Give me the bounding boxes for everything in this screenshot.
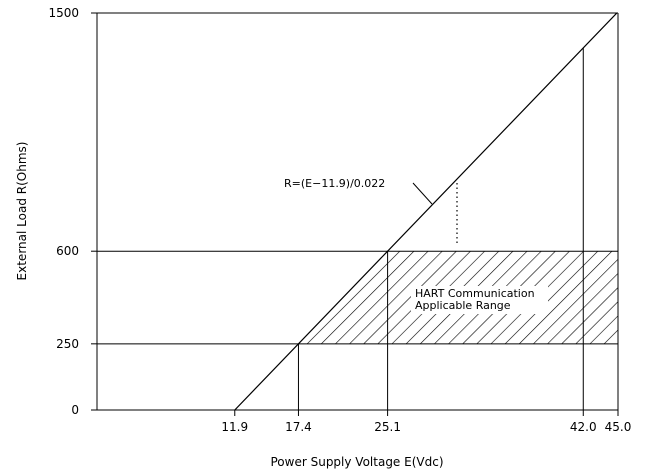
series-group [234, 13, 618, 410]
region-label-backdrop [411, 286, 548, 314]
equation-label: R=(E−11.9)/0.022 [284, 177, 385, 190]
x-tick-label-17.4: 17.4 [285, 420, 312, 434]
series-load-line [234, 13, 618, 410]
y-tick-label-0: 0 [71, 403, 79, 417]
y-axis-title: External Load R(Ohms) [15, 142, 29, 281]
x-axis-title: Power Supply Voltage E(Vdc) [271, 455, 444, 469]
y-tick-label-600: 600 [56, 244, 79, 258]
x-tick-label-45.0: 45.0 [605, 420, 632, 434]
x-tick-label-42.0: 42.0 [570, 420, 597, 434]
equation-leader [412, 182, 433, 205]
x-tick-label-11.9: 11.9 [221, 420, 248, 434]
region-label-line2: Applicable Range [415, 299, 511, 312]
y-tick-label-1500: 1500 [48, 6, 79, 20]
y-tick-label-250: 250 [56, 337, 79, 351]
region-label-line1: HART Communication [415, 287, 535, 300]
x-tick-label-25.1: 25.1 [374, 420, 401, 434]
